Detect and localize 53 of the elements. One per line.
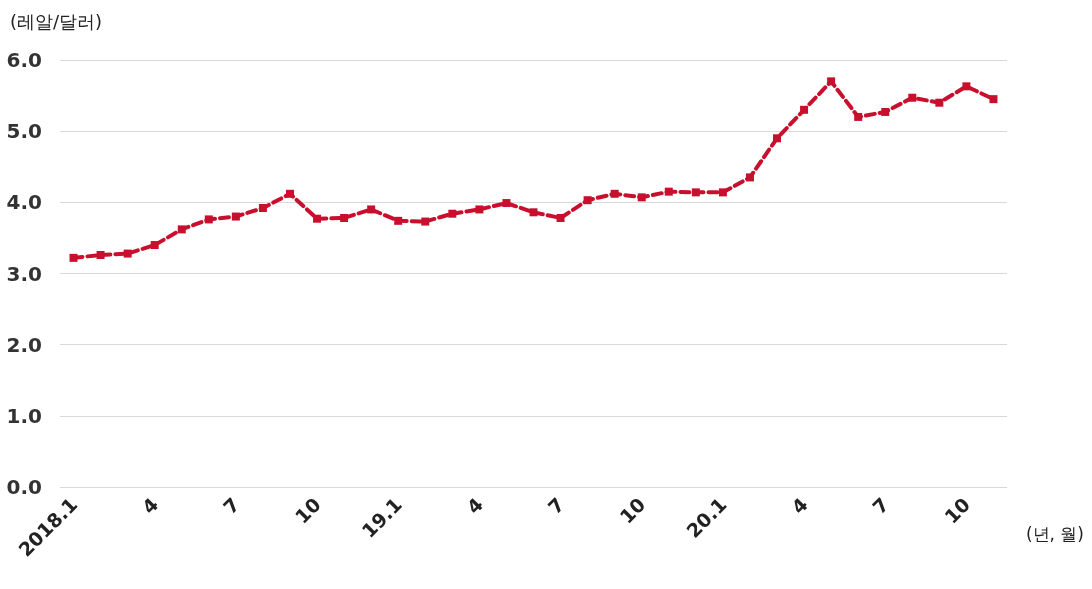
x-tick-label: 4 <box>786 493 812 519</box>
point <box>881 107 890 116</box>
point <box>421 217 430 226</box>
x-tick-label: 10 <box>939 493 975 528</box>
point <box>529 208 538 217</box>
point <box>285 189 294 198</box>
x-tick-label: 4 <box>462 493 488 519</box>
point <box>908 93 917 102</box>
point <box>745 173 754 182</box>
y-tick-label: 3.0 <box>6 261 42 286</box>
point <box>800 105 809 114</box>
point <box>583 196 592 205</box>
point <box>231 212 240 221</box>
point <box>854 112 863 121</box>
x-tick-label: 7 <box>543 493 569 519</box>
point <box>340 213 349 222</box>
point <box>69 253 78 262</box>
point <box>637 193 646 202</box>
point <box>150 241 159 250</box>
point <box>394 216 403 225</box>
x-tick-label: 7 <box>868 493 894 519</box>
point <box>177 225 186 234</box>
point <box>475 205 484 214</box>
x-tick-label: 4 <box>137 493 163 519</box>
y-tick-label: 4.0 <box>6 190 42 215</box>
point <box>258 204 267 213</box>
point <box>367 205 376 214</box>
y-tick-label: 2.0 <box>6 332 42 357</box>
y-tick-label: 0.0 <box>6 475 42 499</box>
point <box>691 188 700 197</box>
point <box>123 249 132 258</box>
y-axis-title: (레알/달러) <box>10 10 103 32</box>
point <box>610 189 619 198</box>
point <box>313 214 322 223</box>
point <box>827 77 836 86</box>
x-tick-label: 10 <box>615 493 650 528</box>
point <box>989 95 998 104</box>
point <box>773 134 782 143</box>
point <box>962 82 971 91</box>
point <box>556 213 565 222</box>
x-tick-label: 10 <box>290 493 325 528</box>
point <box>502 199 511 208</box>
point <box>204 215 213 224</box>
point <box>96 251 105 259</box>
x-tick-label: 7 <box>218 493 244 519</box>
point <box>448 209 457 218</box>
point <box>935 98 944 107</box>
y-tick-label: 1.0 <box>6 403 42 428</box>
point <box>718 188 727 197</box>
y-tick-label: 5.0 <box>6 119 42 144</box>
y-tick-label: 6.0 <box>6 48 42 72</box>
x-axis-title: (년, 월) <box>1025 523 1085 544</box>
point <box>664 187 673 196</box>
